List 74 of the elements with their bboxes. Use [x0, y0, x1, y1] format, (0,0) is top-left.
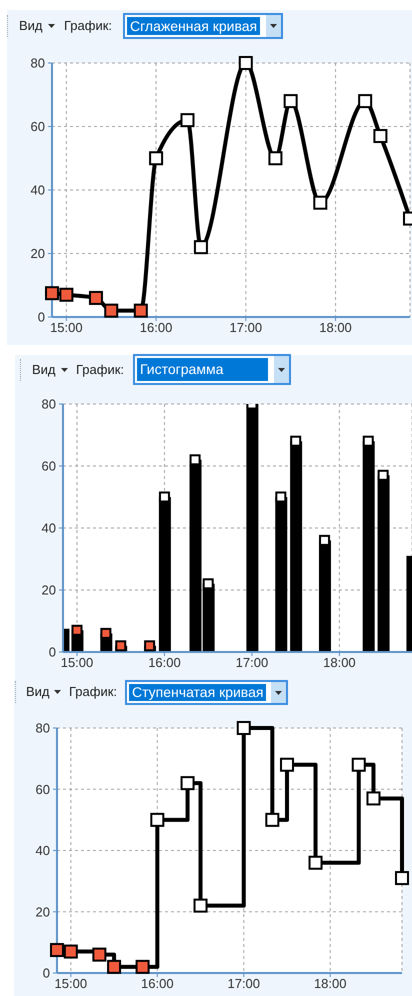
x-tick-label: 15:00 [50, 320, 83, 336]
text: Вид [19, 18, 43, 34]
y-tick-label: 20 [30, 246, 45, 262]
point [366, 791, 380, 806]
point [136, 960, 150, 974]
y-tick-label: 40 [36, 843, 50, 858]
point [88, 290, 103, 305]
point [158, 492, 170, 502]
point [280, 758, 294, 772]
text: Вид [26, 684, 50, 700]
x-tick-label: 17:00 [230, 320, 262, 336]
point [275, 492, 286, 502]
y-tick-label: 0 [42, 966, 50, 981]
point [268, 151, 282, 166]
bar [246, 404, 258, 652]
point [313, 196, 328, 210]
y-tick-label: 0 [38, 310, 45, 325]
point [308, 856, 323, 870]
point [373, 129, 388, 144]
point [45, 286, 59, 300]
y-tick-label: 20 [36, 904, 50, 920]
point [362, 436, 374, 447]
text: График: [76, 362, 124, 378]
point [238, 56, 253, 70]
x-tick-label: 18:00 [314, 976, 347, 992]
point [134, 304, 148, 318]
point [194, 898, 208, 913]
point [104, 304, 118, 318]
y-tick-label: 40 [30, 182, 45, 198]
point [50, 943, 64, 958]
point [149, 151, 164, 166]
x-tick-label: 16:00 [140, 320, 172, 336]
y-tick-label: 60 [36, 782, 50, 797]
point [100, 628, 112, 639]
text: График: [69, 684, 118, 700]
point [180, 113, 194, 128]
text: График: [64, 18, 112, 34]
point [378, 470, 389, 481]
x-tick-label: 16:00 [148, 655, 181, 670]
point [236, 721, 251, 735]
x-tick-label: 15:00 [54, 976, 88, 992]
point [59, 288, 74, 302]
point [190, 454, 201, 466]
x-tick-label: 17:00 [227, 976, 260, 992]
x-tick-label: 17:00 [236, 655, 268, 670]
dropdown-box: Гистограмма [133, 354, 291, 385]
y-tick-label: 80 [42, 396, 56, 412]
dropdown-box: Ступенчатая кривая [125, 680, 288, 705]
point [395, 871, 409, 886]
y-tick-label: 20 [42, 582, 56, 598]
point [92, 948, 106, 962]
x-tick-label: 18:00 [323, 655, 356, 670]
x-tick-label: 15:00 [60, 655, 94, 670]
point [352, 758, 366, 772]
y-tick-label: 60 [42, 458, 56, 474]
point [150, 812, 164, 827]
y-tick-label: 80 [36, 720, 50, 736]
point [265, 812, 280, 827]
dropdown-box: Сглаженная кривая [123, 13, 283, 39]
x-tick-label: 18:00 [319, 320, 352, 336]
point [358, 94, 372, 108]
point [180, 776, 195, 790]
y-tick-label: 80 [30, 56, 45, 71]
y-tick-label: 60 [30, 119, 45, 134]
point [64, 944, 78, 959]
x-tick-label: 16:00 [141, 976, 174, 992]
point [107, 960, 122, 974]
y-tick-label: 0 [48, 644, 56, 660]
point [284, 94, 298, 108]
y-tick-label: 40 [42, 520, 56, 536]
point [194, 240, 208, 254]
text: Вид [32, 362, 56, 378]
point [202, 578, 214, 590]
point [290, 436, 302, 447]
